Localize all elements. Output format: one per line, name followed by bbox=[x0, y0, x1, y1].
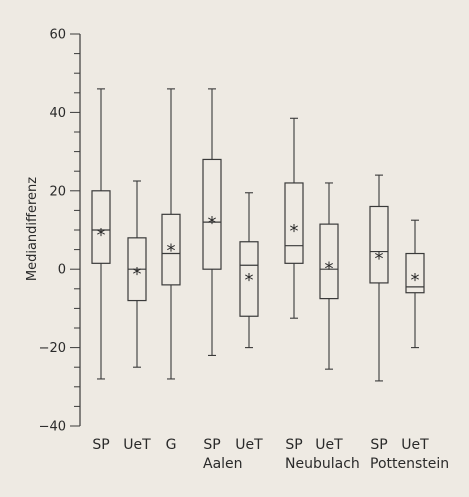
category-label: UeT bbox=[401, 437, 429, 453]
mean-marker: * bbox=[290, 221, 299, 242]
interquartile-box bbox=[284, 182, 304, 264]
interquartile-box bbox=[405, 252, 425, 294]
interquartile-box bbox=[91, 190, 111, 264]
y-axis: −40 −20 0 20 40 60 bbox=[39, 28, 81, 435]
box-plot-sp: * bbox=[284, 117, 304, 319]
box-plot-uet: * bbox=[405, 219, 425, 349]
box-plot-uet: * bbox=[319, 182, 339, 370]
mean-marker: * bbox=[133, 264, 142, 285]
category-label: UeT bbox=[315, 437, 343, 453]
y-tick-label: 60 bbox=[49, 28, 66, 43]
y-tick-label: 40 bbox=[49, 106, 66, 121]
mean-marker: * bbox=[167, 241, 176, 262]
box-plot-sp: * bbox=[91, 88, 111, 380]
category-labels: SP UeT G SP UeT SP UeT SP UeT Aalen Neubulach Potte… bbox=[92, 437, 449, 472]
category-label: UeT bbox=[123, 437, 151, 453]
mean-marker: * bbox=[375, 248, 384, 269]
y-tick-label: 20 bbox=[49, 184, 66, 199]
interquartile-box bbox=[161, 213, 181, 286]
category-label: UeT bbox=[235, 437, 263, 453]
interquartile-box bbox=[202, 158, 222, 270]
y-tick-label: 0 bbox=[58, 263, 66, 278]
box-series: * * * * * * * * * bbox=[91, 88, 425, 382]
mean-marker: * bbox=[97, 225, 106, 246]
box-plot-sp: * bbox=[369, 174, 389, 382]
mean-marker: * bbox=[245, 270, 254, 291]
box-plot-uet: * bbox=[239, 192, 259, 349]
category-label: G bbox=[166, 437, 177, 453]
interquartile-box bbox=[239, 241, 259, 317]
group-label: Aalen bbox=[203, 456, 243, 472]
interquartile-box bbox=[369, 205, 389, 284]
group-label: Pottenstein bbox=[370, 456, 449, 472]
category-label: SP bbox=[92, 437, 109, 453]
y-axis-label: Mediandifferenz bbox=[25, 177, 40, 281]
group-label: Neubulach bbox=[285, 456, 360, 472]
box-plot-g: * bbox=[161, 88, 181, 380]
mean-marker: * bbox=[325, 258, 334, 279]
box-plot-sp: * bbox=[202, 88, 222, 356]
mean-marker: * bbox=[208, 213, 217, 234]
y-tick-label: −40 bbox=[39, 420, 66, 435]
category-label: SP bbox=[370, 437, 387, 453]
interquartile-box bbox=[319, 223, 339, 300]
y-tick-label: −20 bbox=[39, 341, 66, 356]
mean-marker: * bbox=[411, 270, 420, 291]
category-label: SP bbox=[203, 437, 220, 453]
category-label: SP bbox=[285, 437, 302, 453]
box-plot-uet: * bbox=[127, 180, 147, 368]
